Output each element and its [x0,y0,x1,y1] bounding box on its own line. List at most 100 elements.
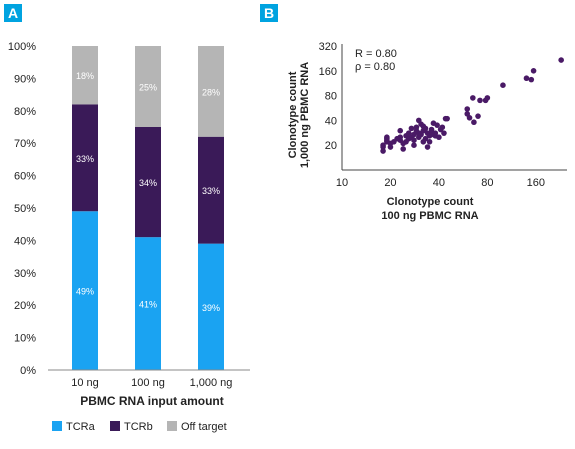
y-tick-label: 70% [14,138,36,150]
legend-swatch [110,421,120,431]
scatter-point [380,148,386,154]
scatter-y-tick-label: 20 [325,140,337,152]
bar-chart-x-axis-title: PBMC RNA input amount [80,394,224,408]
scatter-point [400,146,406,152]
scatter-point [405,130,412,136]
y-tick-label: 10% [14,333,36,345]
bar-segment-tcrb [198,136,224,244]
bar-segment-off-target [72,46,98,105]
x-tick-label: 1,000 ng [190,377,233,389]
y-tick-label: 40% [14,235,36,247]
y-tick-label: 20% [14,300,36,312]
scatter-x-tick-label: 20 [384,177,396,189]
scatter-point [426,138,433,145]
legend-swatch [167,421,177,431]
scatter-point [558,57,564,63]
scatter-point [471,119,477,126]
bar-chart-y-axis: 0% 10% 20% 30% 40% 50% 60% 70% 80% 90% 100% [8,41,36,377]
scatter-point [424,144,431,150]
bar-segment-off-target [198,46,224,137]
scatter-point [444,115,450,122]
bar-chart-legend: TCRa TCRb Off target [52,421,227,433]
scatter-point [441,130,447,136]
scatter-point [411,137,417,143]
scatter-y-axis: 20 40 80 160 320 [319,41,337,152]
scatter-point [477,97,483,104]
scatter-point [387,144,394,150]
scatter-point [434,122,440,128]
bar-segment-tcra [198,243,224,370]
scatter-point [439,124,446,131]
scatter-y-tick-label: 160 [319,66,337,78]
scatter-point [464,106,471,112]
scatter-point [380,142,386,148]
scatter-point [530,68,537,74]
legend-label: TCRa [66,421,96,433]
scatter-y-axis-title-line1: Clonotype count [287,71,299,158]
scatter-x-axis: 10 20 40 80 160 [336,177,545,189]
bar-data-label: 18% [76,71,94,81]
bar-chart-x-axis: 10 ng 100 ng 1,000 ng [71,377,232,389]
y-tick-label: 0% [20,365,36,377]
bar-data-label: 25% [139,83,157,93]
legend-swatch [52,421,62,431]
bar-data-label: 41% [139,300,157,310]
y-tick-label: 90% [14,73,36,85]
bar-data-label: 34% [139,178,157,188]
x-tick-label: 100 ng [131,377,165,389]
panel-a-badge: A [4,4,22,22]
scatter-point [411,142,417,148]
bar-chart-bars: 49% 33% 18% 41% 34% 25% 39% 33% 28% [72,46,224,370]
scatter-point [422,125,429,132]
scatter-x-tick-label: 80 [481,177,493,189]
bar-segment-tcrb [72,104,98,212]
panel-a-label: A [8,5,18,21]
bar-data-label: 49% [76,287,94,297]
bar-data-label: 33% [76,154,94,164]
scatter-point [397,127,404,134]
panel-b-badge: B [260,4,278,22]
bar-data-label: 39% [202,303,220,313]
scatter-y-tick-label: 80 [325,91,337,103]
scatter-point [408,125,415,132]
bar-segment-tcra [72,211,98,370]
scatter-y-tick-label: 40 [325,115,337,127]
scatter-point [422,135,429,142]
scatter-y-tick-label: 320 [319,41,337,53]
bar-segment-off-target [135,46,161,127]
scatter-annotation-r: R = 0.80 [355,48,397,60]
bar-segment-tcrb [135,127,161,238]
scatter-point [470,95,476,101]
stacked-bar-chart: 0% 10% 20% 30% 40% 50% 60% 70% 80% 90% 100% 49% 33%… [8,41,250,433]
scatter-y-axis-title-line2: 1,000 ng PBMC RNA [299,62,311,168]
scatter-point [436,134,442,141]
y-tick-label: 80% [14,106,36,118]
scatter-point [523,75,530,82]
y-tick-label: 30% [14,268,36,280]
scatter-point [484,95,491,101]
scatter-point [500,82,506,88]
y-tick-label: 60% [14,171,36,183]
scatter-annotation-rho: ρ = 0.80 [355,61,395,73]
scatter-point [384,134,390,141]
panel-b-label: B [264,5,274,21]
scatter-chart: 20 40 80 160 320 10 20 40 80 160 R = 0.80 ρ = 0.… [287,41,567,222]
y-tick-label: 50% [14,203,36,215]
x-tick-label: 10 ng [71,377,99,389]
scatter-point [475,113,481,119]
scatter-point [528,76,535,83]
scatter-points [380,57,564,154]
scatter-x-tick-label: 160 [527,177,545,189]
bar-segment-tcra [135,237,161,370]
y-tick-label: 100% [8,41,36,53]
scatter-point [432,130,439,136]
scatter-point [466,115,473,121]
bar-data-label: 28% [202,87,220,97]
scatter-x-tick-label: 10 [336,177,348,189]
bar-data-label: 33% [202,186,220,196]
scatter-x-axis-title-line2: 100 ng PBMC RNA [381,210,478,222]
panel-a-badge-box [4,4,22,22]
scatter-x-axis-title-line1: Clonotype count [387,196,474,208]
scatter-x-tick-label: 40 [433,177,445,189]
